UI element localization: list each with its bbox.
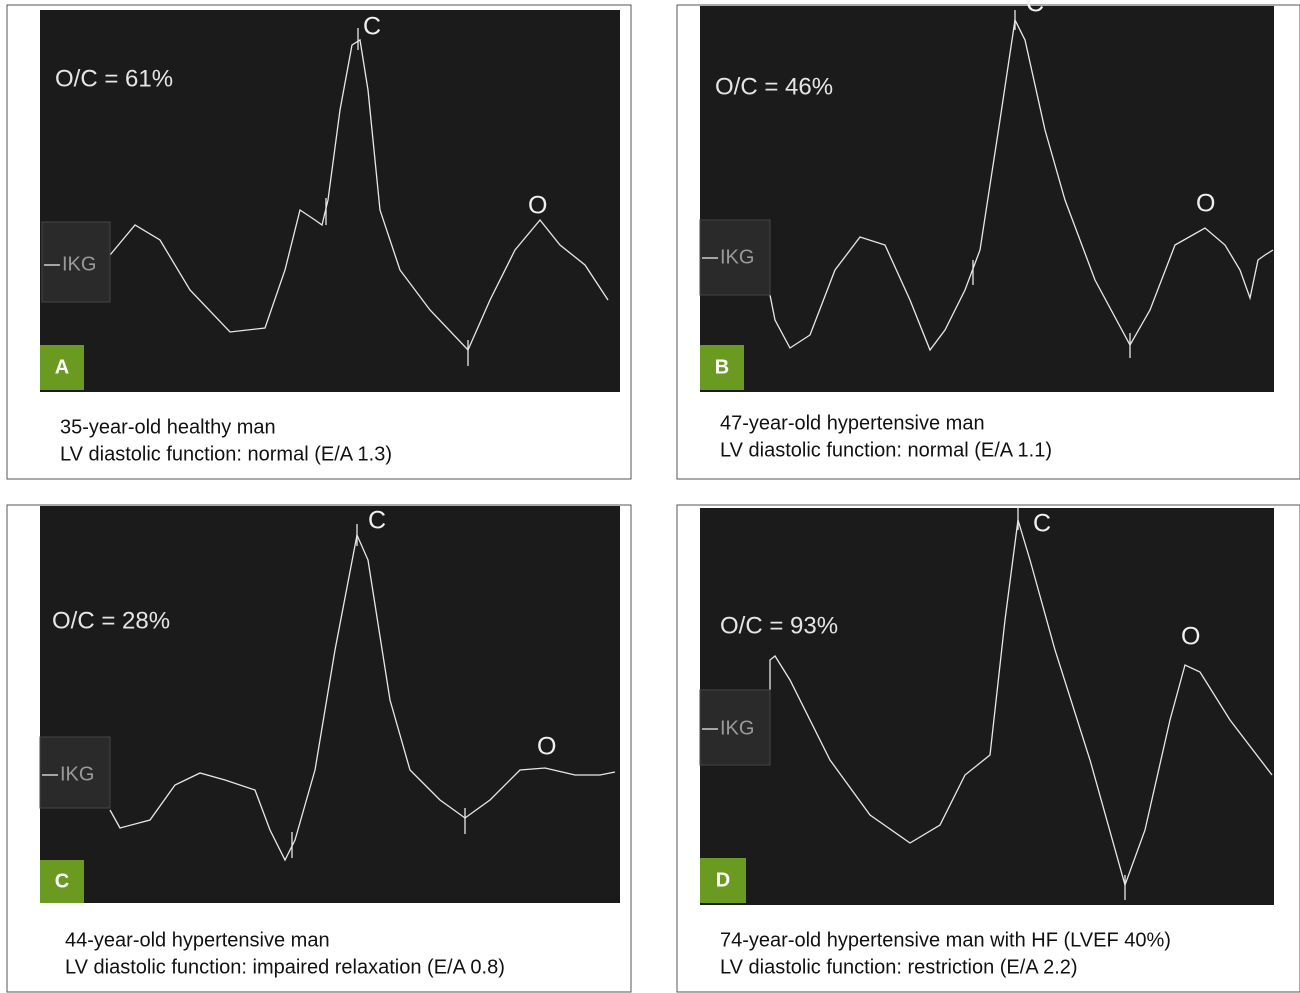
caption: LV diastolic function: normal (E/A 1.3): [60, 443, 392, 465]
ikg-label: IKG: [60, 763, 94, 785]
figure: C O O/C = 61% IKG A 35-year-old healthy …: [0, 0, 1300, 993]
ikg-label: IKG: [720, 717, 754, 739]
ratio: O/C = 46%: [715, 73, 833, 100]
panel-a: C O O/C = 61% IKG A 35-year-old healthy …: [7, 5, 631, 479]
panel-letter: D: [716, 869, 730, 891]
caption: LV diastolic function: restriction (E/A …: [720, 956, 1078, 978]
c-label: C: [368, 507, 386, 535]
panel-d: C O O/C = 93% IKG D 74-year-old hyperten…: [677, 505, 1300, 992]
o-label: O: [528, 192, 547, 220]
screen: [700, 6, 1274, 392]
ratio: O/C = 61%: [55, 65, 173, 92]
o-label: O: [1196, 190, 1215, 218]
caption: 47-year-old hypertensive man: [720, 412, 985, 434]
caption: LV diastolic function: impaired relaxati…: [65, 956, 505, 978]
caption: 35-year-old healthy man: [60, 416, 276, 438]
panel-letter: B: [715, 356, 729, 378]
caption: 74-year-old hypertensive man with HF (LV…: [720, 929, 1171, 951]
o-label: O: [537, 733, 556, 761]
ratio: O/C = 28%: [52, 607, 170, 634]
ratio: O/C = 93%: [720, 612, 838, 639]
screen: [700, 508, 1274, 905]
screen: [40, 506, 620, 903]
c-label: C: [1026, 0, 1044, 18]
caption: 44-year-old hypertensive man: [65, 929, 330, 951]
panel-letter: C: [55, 870, 69, 892]
o-label: O: [1181, 623, 1200, 651]
ikg-label: IKG: [720, 246, 754, 268]
panel-letter: A: [55, 356, 69, 378]
panel-c: C O O/C = 28% IKG C 44-year-old hyperten…: [7, 505, 631, 992]
panel-b: C O O/C = 46% IKG B 47-year-old hyperten…: [677, 0, 1300, 479]
c-label: C: [1033, 510, 1051, 538]
caption: LV diastolic function: normal (E/A 1.1): [720, 439, 1052, 461]
ikg-label: IKG: [62, 253, 96, 275]
c-label: C: [363, 13, 381, 41]
